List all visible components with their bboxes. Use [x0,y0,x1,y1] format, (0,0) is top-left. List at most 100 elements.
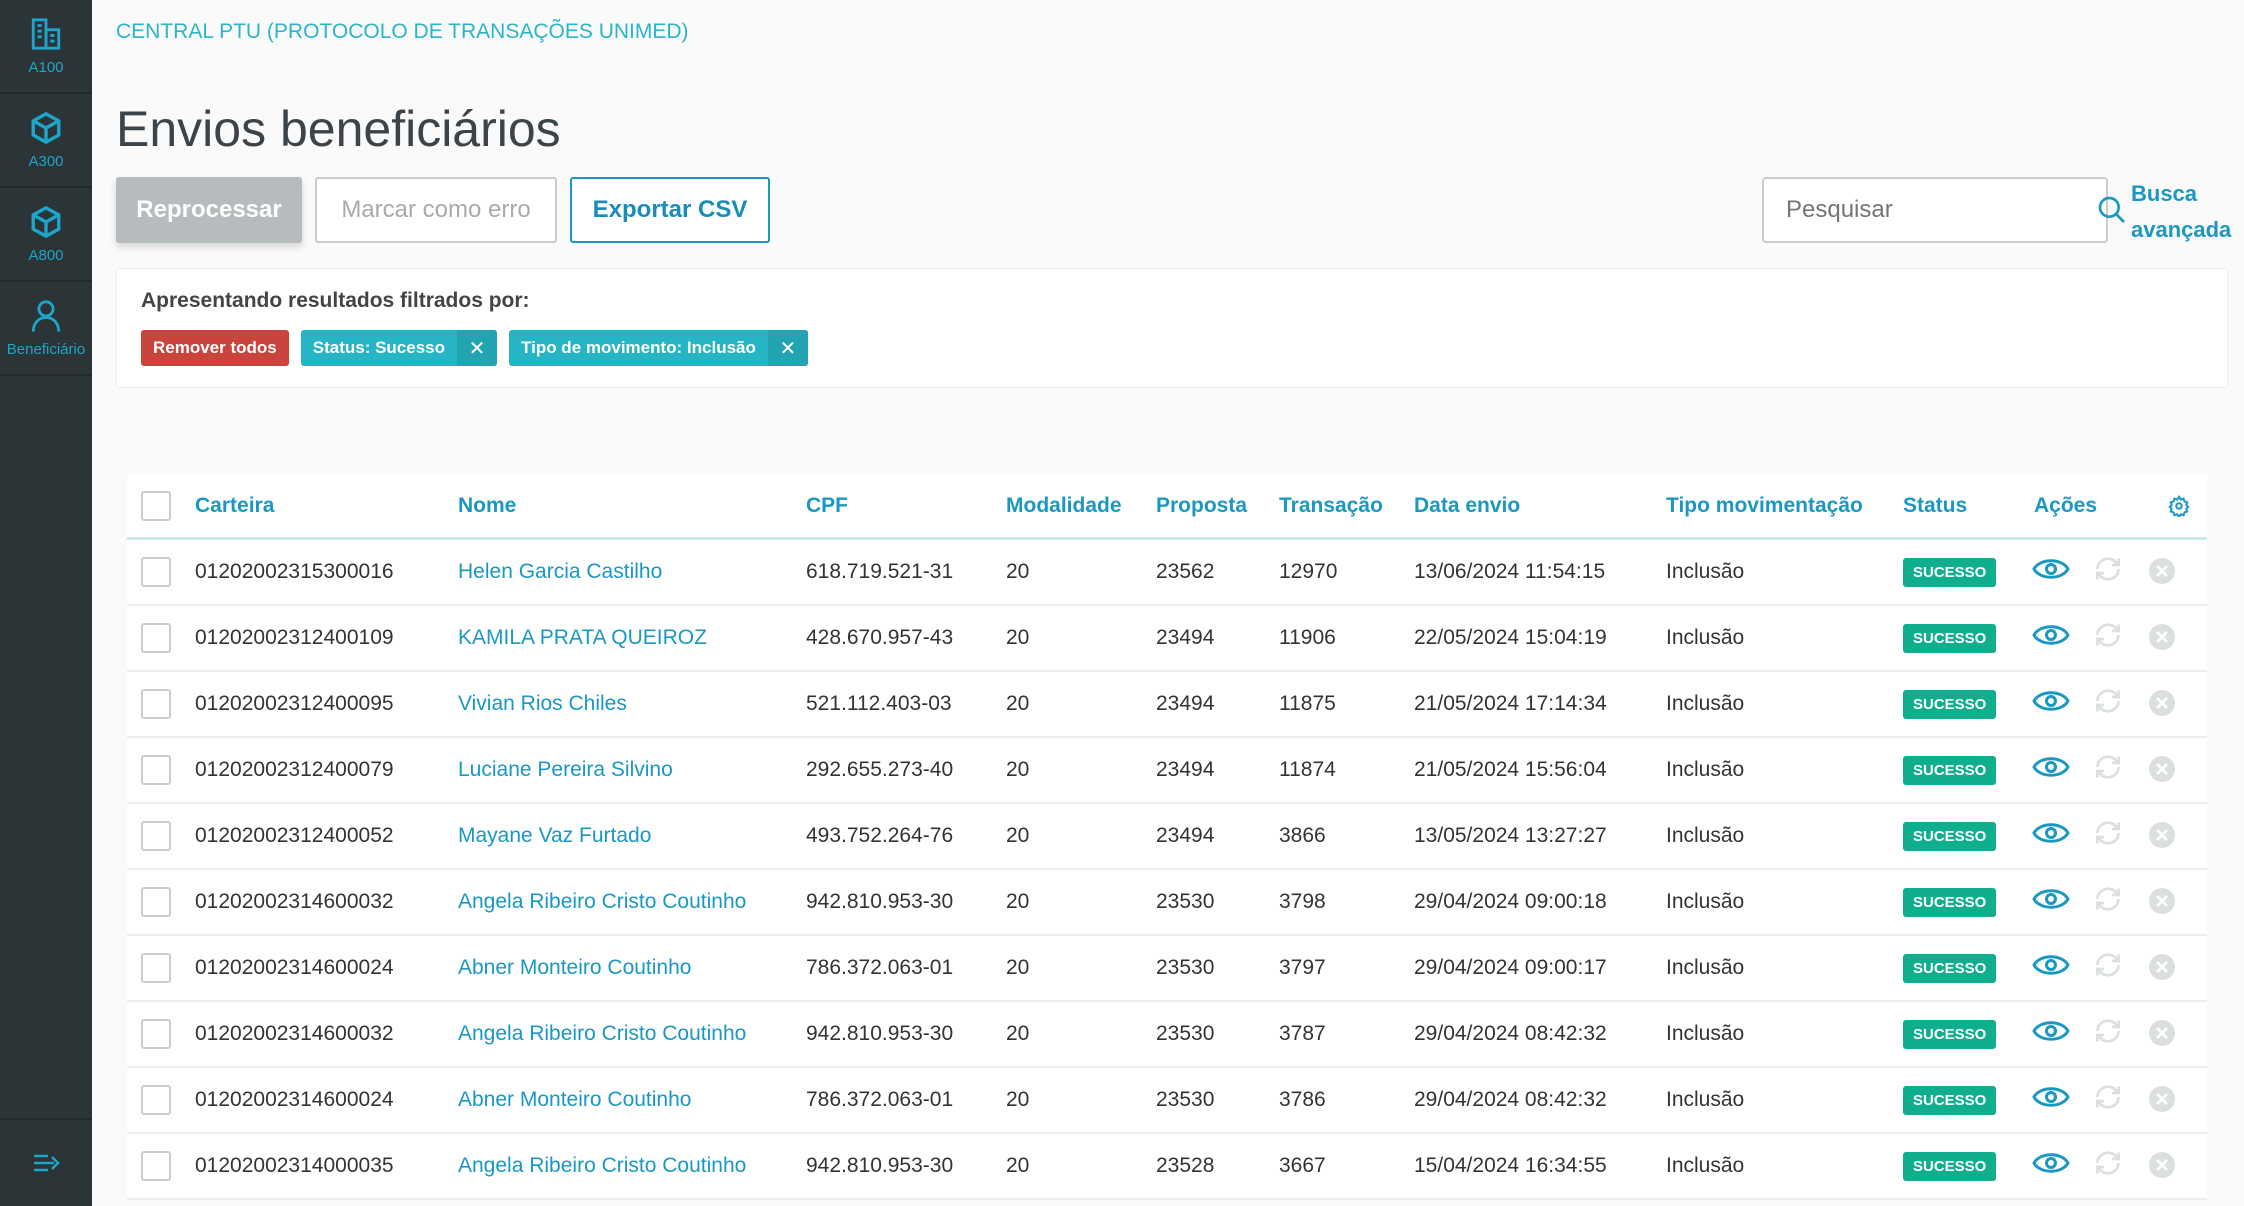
refresh-icon[interactable] [2090,949,2126,981]
table-row[interactable]: 01202002315300016 Helen Garcia Castilho 61… [127,540,2207,606]
cell-nome[interactable]: Angela Ribeiro Cristo Coutinho [458,890,747,913]
column-header[interactable]: CPF [806,493,848,517]
row-checkbox[interactable] [141,755,171,785]
advanced-search-link[interactable]: Busca avançada [2131,176,2231,248]
refresh-icon[interactable] [2090,553,2126,585]
search-input[interactable] [1786,196,2096,224]
cell-carteira: 01202002314600024 [195,1088,394,1111]
row-checkbox[interactable] [141,1085,171,1115]
eye-icon[interactable] [2032,686,2070,716]
search-icon[interactable] [2096,194,2128,226]
table-row[interactable]: 01202002312400109 KAMILA PRATA QUEIROZ 428… [127,606,2207,672]
row-checkbox[interactable] [141,821,171,851]
cell-carteira: 01202002312400079 [195,758,394,781]
sidebar-item-a800[interactable]: A800 [0,188,92,282]
cell-nome[interactable]: Abner Monteiro Coutinho [458,1088,692,1111]
cancel-icon[interactable] [2149,1152,2175,1178]
cell-carteira: 01202002312400109 [195,626,394,649]
column-header[interactable]: Nome [458,493,517,517]
cell-modalidade: 20 [1006,560,1030,583]
gear-icon[interactable] [2168,494,2190,517]
refresh-icon[interactable] [2090,1081,2126,1113]
eye-icon[interactable] [2032,884,2070,914]
cancel-icon[interactable] [2149,1020,2175,1046]
sidebar-item-label: Beneficiário [6,340,86,358]
row-checkbox[interactable] [141,953,171,983]
eye-icon[interactable] [2032,554,2070,584]
cell-carteira: 01202002314600032 [195,890,394,913]
table-row[interactable]: 01202002314600032 Angela Ribeiro Cristo C… [127,1002,2207,1068]
eye-icon[interactable] [2032,1082,2070,1112]
cell-nome[interactable]: Mayane Vaz Furtado [458,824,652,847]
cell-transacao: 3787 [1279,1022,1326,1045]
eye-icon[interactable] [2032,1016,2070,1046]
expand-menu-button[interactable] [0,1118,92,1206]
cell-transacao: 3798 [1279,890,1326,913]
column-header[interactable]: Status [1903,493,1968,517]
refresh-icon[interactable] [2090,1015,2126,1047]
cancel-icon[interactable] [2149,822,2175,848]
cell-tipo: Inclusão [1666,1154,1745,1177]
table-row[interactable]: 01202002312400095 Vivian Rios Chiles 521.1… [127,672,2207,738]
cancel-icon[interactable] [2149,888,2175,914]
row-checkbox[interactable] [141,887,171,917]
cancel-icon[interactable] [2149,756,2175,782]
cell-modalidade: 20 [1006,1154,1030,1177]
cell-tipo: Inclusão [1666,758,1745,781]
cancel-icon[interactable] [2149,558,2175,584]
eye-icon[interactable] [2032,950,2070,980]
cell-nome[interactable]: Angela Ribeiro Cristo Coutinho [458,1154,747,1177]
sidebar-item-a300[interactable]: A300 [0,94,92,188]
cell-nome[interactable]: Angela Ribeiro Cristo Coutinho [458,1022,747,1045]
eye-icon[interactable] [2032,620,2070,650]
table-row[interactable]: 01202002314000035 Angela Ribeiro Cristo C… [127,1134,2207,1200]
table-row[interactable]: 01202002312400079 Luciane Pereira Silvino… [127,738,2207,804]
eye-icon[interactable] [2032,1148,2070,1178]
column-header[interactable]: Transação [1279,493,1383,517]
sidebar-item-a100[interactable]: A100 [0,0,92,94]
refresh-icon[interactable] [2090,1147,2126,1179]
column-header[interactable]: Data envio [1414,493,1521,517]
cell-nome[interactable]: Helen Garcia Castilho [458,560,663,583]
refresh-icon[interactable] [2090,817,2126,849]
table-row[interactable]: 01202002314600032 Angela Ribeiro Cristo C… [127,870,2207,936]
sidebar-item-beneficiario[interactable]: Beneficiário [0,282,92,376]
cell-nome[interactable]: Abner Monteiro Coutinho [458,956,692,979]
cell-nome[interactable]: Vivian Rios Chiles [458,692,627,715]
cell-nome[interactable]: KAMILA PRATA QUEIROZ [458,626,707,649]
eye-icon[interactable] [2032,752,2070,782]
cell-nome[interactable]: Luciane Pereira Silvino [458,758,673,781]
expand-menu-icon [32,1152,60,1174]
close-icon[interactable]: ✕ [767,330,808,366]
row-checkbox[interactable] [141,557,171,587]
row-checkbox[interactable] [141,1151,171,1181]
row-checkbox[interactable] [141,623,171,653]
refresh-icon[interactable] [2090,883,2126,915]
export-csv-button[interactable]: Exportar CSV [570,177,770,243]
refresh-icon[interactable] [2090,751,2126,783]
column-header[interactable]: Carteira [195,493,275,517]
select-all-checkbox[interactable] [141,490,171,521]
table-row[interactable]: 01202002312400052 Mayane Vaz Furtado 493.7… [127,804,2207,870]
cancel-icon[interactable] [2149,954,2175,980]
mark-error-button[interactable]: Marcar como erro [315,177,557,243]
cancel-icon[interactable] [2149,1086,2175,1112]
eye-icon[interactable] [2032,818,2070,848]
column-header[interactable]: Modalidade [1006,493,1122,517]
column-header[interactable]: Proposta [1156,493,1248,517]
row-checkbox[interactable] [141,1019,171,1049]
cancel-icon[interactable] [2149,624,2175,650]
reprocess-button[interactable]: Reprocessar [116,177,302,243]
refresh-icon[interactable] [2090,619,2126,651]
row-checkbox[interactable] [141,689,171,719]
table-row[interactable]: 01202002314600024 Abner Monteiro Coutinho… [127,936,2207,1002]
close-icon[interactable]: ✕ [457,330,498,366]
column-header[interactable]: Tipo movimentação [1666,493,1863,517]
cancel-icon[interactable] [2149,690,2175,716]
remove-all-filters-button[interactable]: Remover todos [141,330,289,366]
refresh-icon[interactable] [2090,685,2126,717]
search-box [1762,177,2125,243]
cell-tipo: Inclusão [1666,560,1745,583]
cell-data: 29/04/2024 08:42:32 [1414,1088,1607,1111]
table-row[interactable]: 01202002314600024 Abner Monteiro Coutinho… [127,1068,2207,1134]
